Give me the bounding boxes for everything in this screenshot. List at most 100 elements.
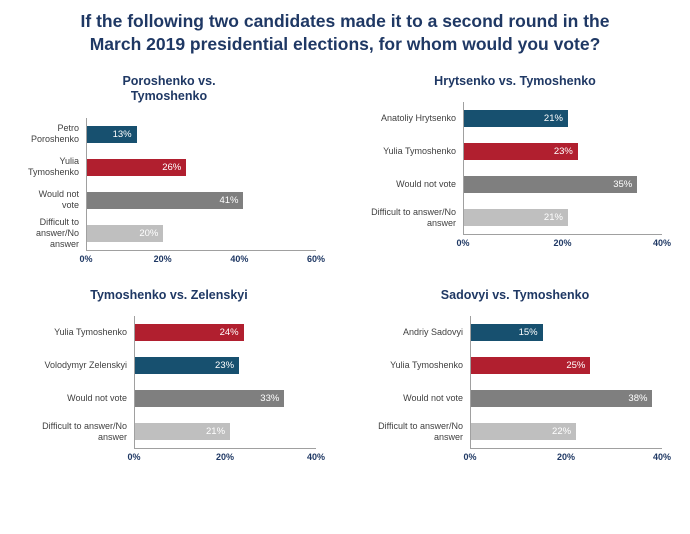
axis-tick-label: 40% — [652, 238, 672, 249]
page-title: If the following two candidates made it … — [0, 10, 690, 56]
axis-tick-label: 0% — [127, 452, 141, 463]
bar-row: Would not vote 35% — [368, 168, 662, 202]
bar: 35% — [464, 176, 638, 194]
bar-value-label: 26% — [162, 161, 182, 173]
bar-track: 21% — [134, 415, 316, 449]
bar-value-label: 25% — [566, 360, 586, 372]
axis-tick-label: 60% — [306, 253, 326, 264]
bar-row: Andriy Sadovyi 15% — [368, 316, 662, 350]
bar-track: 24% — [134, 316, 316, 350]
category-label: Difficult to answer/No answer — [378, 421, 463, 442]
bar-track: 33% — [134, 382, 316, 416]
category-label: Andriy Sadovyi — [402, 327, 463, 338]
category-label: Would not vote — [403, 393, 463, 404]
bar: 21% — [135, 423, 231, 441]
category-label: Yulia Tymoshenko — [390, 360, 463, 371]
page-title-line-1: If the following two candidates made it … — [80, 11, 610, 31]
plot-area: Petro Poroshenko 13% Yulia Tymoshenko 26% Wo… — [22, 117, 316, 250]
bar: 23% — [464, 143, 578, 161]
axis-tick-label: 20% — [153, 253, 172, 264]
chart-poroshenko-vs-tymoshenko: Poroshenko vs. Tymoshenko Petro Poroshen… — [22, 73, 325, 266]
bar-track: 25% — [470, 349, 662, 383]
bar-row: Yulia Tymoshenko 26% — [22, 150, 316, 184]
bar-track: 23% — [463, 135, 662, 169]
plot-area: Yulia Tymoshenko 24% Volodymyr Zelenskyi 23… — [22, 316, 316, 449]
bar-row: Yulia Tymoshenko 24% — [22, 316, 316, 350]
category-label: Anatoliy Hrytsenko — [380, 113, 456, 124]
plot-area: Andriy Sadovyi 15% Yulia Tymoshenko 25% Woul… — [368, 316, 662, 449]
category-label: Difficult to answer/No answer — [35, 217, 79, 249]
category-label: Would not vote — [396, 179, 456, 190]
chart-title: Poroshenko vs. Tymoshenko — [122, 73, 216, 104]
bar-row: Would not vote 41% — [22, 183, 316, 217]
bar-track: 26% — [86, 150, 316, 184]
bar-value-label: 35% — [613, 179, 633, 191]
bar-value-label: 21% — [543, 113, 563, 125]
bar-row: Difficult to answer/No answer 21% — [22, 415, 316, 449]
category-label: Would not vote — [38, 189, 79, 211]
bar-value-label: 24% — [219, 327, 239, 339]
bar: 21% — [464, 110, 568, 128]
bar-row: Difficult to answer/No answer 20% — [22, 216, 316, 250]
bar-track: 21% — [463, 201, 662, 235]
page-title-line-2: March 2019 presidential elections, for w… — [89, 33, 601, 54]
chart-title: Tymoshenko vs. Zelenskyi — [90, 287, 248, 302]
bar-track: 23% — [134, 349, 316, 383]
x-axis: 0% 20% 40% — [463, 448, 671, 464]
charts-grid: Poroshenko vs. Tymoshenko Petro Poroshen… — [0, 68, 690, 465]
x-axis: 0% 20% 40% 60% — [79, 249, 325, 266]
axis-tick-label: 40% — [230, 253, 249, 264]
bar-track: 22% — [470, 415, 662, 449]
bar-value-label: 33% — [260, 393, 280, 405]
bar-row: Difficult to answer/No answer 21% — [368, 201, 662, 235]
chart-title: Sadovyi vs. Tymoshenko — [440, 287, 590, 302]
chart-hrytsenko-vs-tymoshenko: Hrytsenko vs. Tymoshenko Anatoliy Hrytse… — [368, 74, 671, 266]
bar-row: Yulia Tymoshenko 23% — [368, 135, 662, 169]
axis-tick-label: 20% — [553, 238, 572, 249]
bar-value-label: 21% — [206, 426, 226, 438]
bar-track: 15% — [470, 316, 662, 350]
bar-row: Volodymyr Zelenskyi 23% — [22, 349, 316, 383]
bar: 24% — [135, 324, 244, 342]
bar-value-label: 41% — [219, 194, 239, 206]
category-label: Yulia Tymoshenko — [54, 327, 127, 338]
category-label: Volodymyr Zelenskyi — [44, 360, 127, 371]
bar-track: 35% — [463, 168, 662, 202]
bar: 20% — [87, 224, 164, 242]
bar-value-label: 22% — [552, 426, 572, 438]
bar-value-label: 15% — [518, 327, 538, 339]
bar-value-label: 23% — [215, 360, 235, 372]
x-axis: 0% 20% 40% — [127, 448, 325, 464]
bar: 26% — [87, 158, 187, 176]
bar: 15% — [471, 324, 543, 342]
bar: 25% — [471, 357, 591, 375]
category-label: Petro Poroshenko — [30, 123, 79, 145]
bar: 23% — [135, 357, 240, 375]
axis-tick-label: 20% — [215, 452, 235, 463]
axis-tick-label: 40% — [652, 452, 672, 463]
bar-value-label: 13% — [112, 128, 132, 140]
category-label: Would not vote — [67, 393, 127, 404]
chart-sadovyi-vs-tymoshenko: Sadovyi vs. Tymoshenko Andriy Sadovyi 15%… — [368, 287, 671, 465]
bar-row: Yulia Tymoshenko 25% — [368, 349, 662, 383]
axis-tick-label: 0% — [79, 253, 93, 264]
category-label: Difficult to answer/No answer — [371, 206, 456, 228]
bar-value-label: 21% — [543, 212, 563, 224]
bar-value-label: 38% — [628, 393, 648, 405]
bar-track: 41% — [86, 183, 316, 217]
bar-row: Difficult to answer/No answer 22% — [368, 415, 662, 449]
axis-tick-label: 40% — [306, 452, 326, 463]
bar-track: 38% — [470, 382, 662, 416]
bar: 21% — [464, 209, 568, 227]
axis-tick-label: 20% — [556, 452, 576, 463]
axis-tick-label: 0% — [456, 238, 470, 249]
axis-tick-label: 0% — [463, 452, 477, 463]
category-label: Yulia Tymoshenko — [383, 146, 456, 157]
bar: 13% — [87, 125, 137, 143]
bar-track: 21% — [463, 102, 662, 136]
bar-value-label: 23% — [553, 146, 573, 158]
bar-row: Would not vote 33% — [22, 382, 316, 416]
bar: 22% — [471, 423, 577, 441]
category-label: Yulia Tymoshenko — [27, 156, 79, 178]
